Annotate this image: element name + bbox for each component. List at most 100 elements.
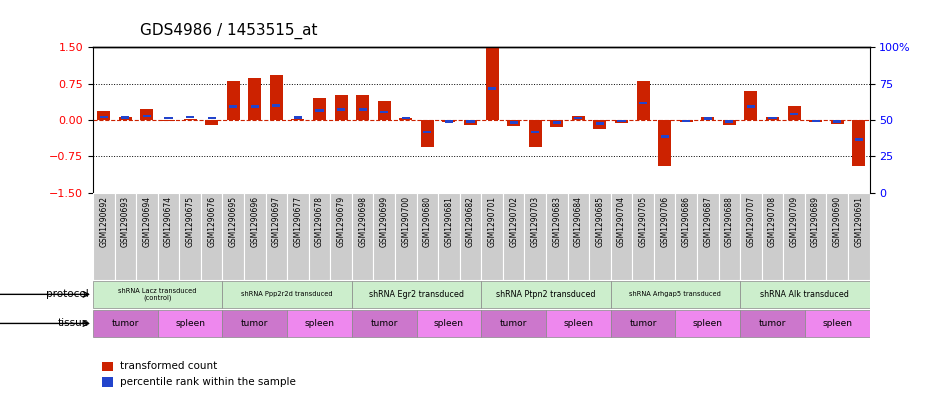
Bar <box>636 81 649 120</box>
Bar <box>186 116 194 118</box>
Bar <box>701 117 714 120</box>
Text: GSM1290684: GSM1290684 <box>574 196 583 247</box>
Bar <box>119 118 132 120</box>
Bar <box>660 136 669 138</box>
Bar <box>485 47 498 120</box>
Text: tumor: tumor <box>630 319 657 328</box>
Text: GSM1290694: GSM1290694 <box>142 196 152 247</box>
Bar <box>162 120 175 121</box>
Text: GSM1290693: GSM1290693 <box>121 196 130 247</box>
Bar <box>572 116 585 120</box>
Bar <box>740 281 870 308</box>
Bar <box>804 193 827 280</box>
Bar <box>294 116 302 119</box>
Bar <box>529 120 541 147</box>
Bar <box>827 193 848 280</box>
Bar <box>531 130 539 133</box>
Text: shRNA Lacz transduced
(control): shRNA Lacz transduced (control) <box>118 288 197 301</box>
Bar <box>459 193 482 280</box>
Bar <box>830 120 844 124</box>
Bar <box>417 310 482 337</box>
Bar <box>682 119 690 122</box>
Text: shRNA Ppp2r2d transduced: shRNA Ppp2r2d transduced <box>241 291 333 298</box>
Text: GSM1290701: GSM1290701 <box>487 196 497 247</box>
Bar <box>201 193 222 280</box>
Bar <box>337 108 345 110</box>
Text: shRNA Egr2 transduced: shRNA Egr2 transduced <box>369 290 464 299</box>
Bar <box>593 120 606 129</box>
Bar <box>380 111 389 114</box>
Bar <box>93 281 222 308</box>
Bar <box>266 193 287 280</box>
Text: GSM1290692: GSM1290692 <box>100 196 108 247</box>
Bar <box>244 193 266 280</box>
Text: spleen: spleen <box>434 319 464 328</box>
Text: GSM1290681: GSM1290681 <box>445 196 454 247</box>
Bar <box>374 193 395 280</box>
Bar <box>654 193 675 280</box>
Text: transformed count: transformed count <box>120 362 218 371</box>
Bar <box>222 193 244 280</box>
Bar <box>356 95 369 120</box>
Bar <box>552 121 561 124</box>
Bar <box>852 120 865 166</box>
Bar <box>206 120 219 125</box>
Bar <box>812 119 819 122</box>
Bar <box>207 117 216 119</box>
Text: shRNA Alk transduced: shRNA Alk transduced <box>761 290 849 299</box>
Bar <box>140 109 153 120</box>
Bar <box>445 120 453 123</box>
Bar <box>98 111 111 120</box>
Text: GSM1290680: GSM1290680 <box>423 196 432 247</box>
Bar <box>229 105 237 108</box>
Bar <box>93 310 158 337</box>
Bar <box>179 193 201 280</box>
Text: shRNA Ptpn2 transduced: shRNA Ptpn2 transduced <box>497 290 596 299</box>
Text: GSM1290695: GSM1290695 <box>229 196 238 247</box>
Bar <box>488 87 497 90</box>
Bar <box>567 193 589 280</box>
Bar <box>833 120 842 123</box>
Text: shRNA Arhgap5 transduced: shRNA Arhgap5 transduced <box>630 291 722 298</box>
Bar <box>762 193 783 280</box>
Bar <box>525 193 546 280</box>
Bar <box>611 281 740 308</box>
Bar <box>100 116 108 118</box>
Bar <box>158 310 222 337</box>
Text: tumor: tumor <box>112 319 140 328</box>
Text: GSM1290677: GSM1290677 <box>294 196 302 247</box>
Text: percentile rank within the sample: percentile rank within the sample <box>120 377 296 387</box>
Bar <box>747 105 755 108</box>
Bar <box>766 118 779 120</box>
Bar <box>313 98 326 120</box>
Bar <box>466 121 474 123</box>
Text: GSM1290685: GSM1290685 <box>595 196 604 247</box>
Bar <box>546 193 567 280</box>
Bar <box>675 193 697 280</box>
Bar <box>482 310 546 337</box>
Bar <box>143 115 151 118</box>
Bar <box>359 108 366 110</box>
Bar <box>438 193 459 280</box>
Bar <box>222 310 287 337</box>
Bar <box>618 119 626 122</box>
Bar <box>658 120 671 166</box>
Bar <box>352 310 417 337</box>
Text: GSM1290708: GSM1290708 <box>768 196 777 247</box>
Bar <box>507 120 520 126</box>
Bar <box>611 193 632 280</box>
Bar <box>848 193 870 280</box>
Text: spleen: spleen <box>564 319 593 328</box>
Text: tumor: tumor <box>759 319 786 328</box>
Bar <box>551 120 564 127</box>
Text: spleen: spleen <box>822 319 852 328</box>
Text: GSM1290706: GSM1290706 <box>660 196 669 247</box>
Text: GSM1290676: GSM1290676 <box>207 196 216 247</box>
Bar <box>740 193 762 280</box>
Text: GSM1290696: GSM1290696 <box>250 196 259 247</box>
Bar <box>611 310 675 337</box>
Bar <box>680 120 693 122</box>
Bar <box>510 121 518 124</box>
Bar <box>222 281 352 308</box>
Bar <box>790 113 798 116</box>
